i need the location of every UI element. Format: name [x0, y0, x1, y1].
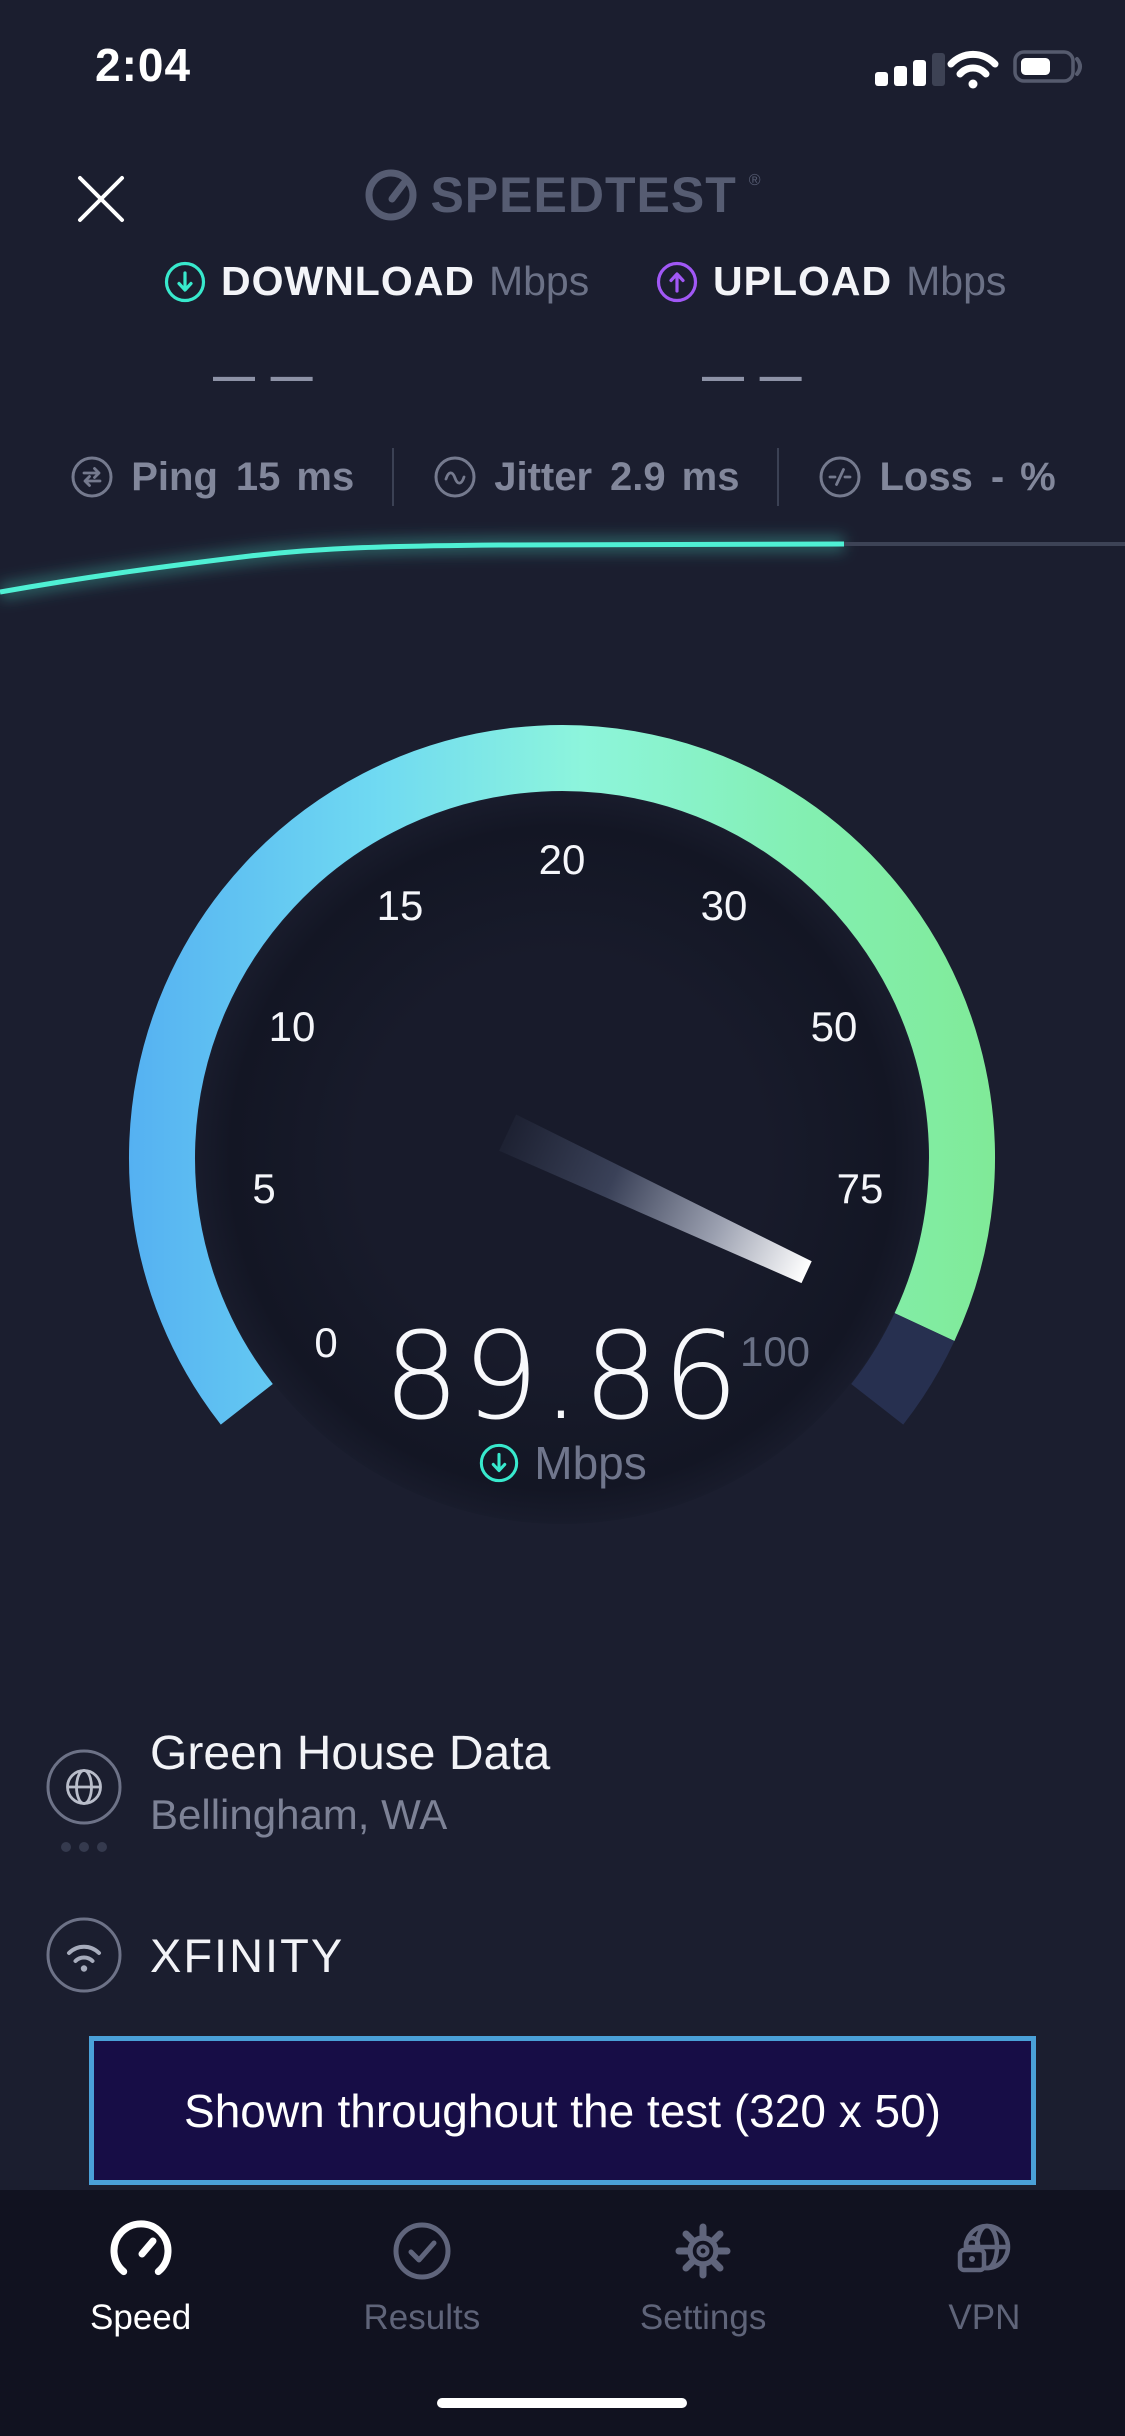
ping-icon: [71, 456, 113, 498]
throughput-graph-line: [0, 536, 1125, 600]
gauge-needle: [499, 1114, 812, 1284]
server-name: Green House Data: [150, 1727, 551, 1780]
logo-text: SPEEDTEST: [430, 167, 737, 223]
gauge-arc-remainder: [850, 1312, 955, 1425]
tab-label: VPN: [948, 2298, 1021, 2337]
stats-divider: [777, 448, 780, 506]
stats-divider: [392, 448, 395, 506]
server-connector-dot: [61, 1842, 71, 1852]
status-time: 2:04: [95, 39, 192, 91]
gauge-tick-15: 15: [376, 882, 424, 929]
wifi-icon: [947, 50, 999, 89]
results-check-icon: [393, 2222, 451, 2280]
vpn-globe-lock-icon: [958, 2223, 1011, 2273]
loss-icon: [819, 456, 861, 498]
download-value-placeholder: — —: [213, 352, 315, 399]
gauge-tick-75: 75: [836, 1165, 884, 1212]
speedtest-logo-icon: [365, 169, 417, 221]
gauge-tick-10: 10: [268, 1003, 316, 1050]
jitter-label: Jitter: [494, 454, 593, 499]
current-speed-unit: Mbps: [534, 1437, 647, 1489]
server-location: Bellingham, WA: [150, 1791, 448, 1838]
jitter-unit: ms: [681, 454, 740, 499]
ping-label: Ping: [131, 454, 218, 499]
home-indicator: [437, 2398, 687, 2408]
download-unit: Mbps: [488, 258, 590, 304]
tab-label: Settings: [639, 2298, 767, 2337]
speedometer-icon: [110, 2220, 172, 2276]
speed-gauge: [128, 725, 995, 1524]
jitter-value: 2.9: [610, 454, 666, 499]
loss-stat: Loss -%: [817, 454, 1056, 500]
isp-name: XFINITY: [150, 1929, 345, 1982]
download-icon: [164, 261, 206, 302]
loss-label: Loss: [879, 454, 973, 499]
loss-value: -: [990, 454, 1005, 499]
battery-icon: [1013, 50, 1082, 83]
download-icon: [480, 1443, 519, 1483]
download-label: DOWNLOAD: [221, 258, 475, 304]
ad-banner-text: Shown throughout the test (320 x 50): [184, 2084, 941, 2137]
ping-unit: ms: [296, 454, 355, 499]
gear-icon: [675, 2223, 731, 2279]
current-speed-unit-row: Mbps: [0, 1436, 1125, 1490]
download-header: DOWNLOAD Mbps: [163, 258, 589, 305]
tab-label: Results: [363, 2298, 481, 2337]
stats-row: Ping 15 ms Jitter 2.9 ms Loss -%: [0, 448, 1125, 506]
current-speed-value: 89.86: [383, 1308, 742, 1447]
isp-wifi-icon: [46, 1917, 122, 1993]
tab-label: Speed: [90, 2298, 192, 2337]
ad-banner[interactable]: Shown throughout the test (320 x 50): [89, 2036, 1036, 2185]
upload-header: UPLOAD Mbps: [655, 258, 1006, 305]
cellular-signal-icon: [875, 53, 945, 86]
tab-speed[interactable]: Speed: [0, 2190, 281, 2436]
status-icons: [875, 50, 1082, 89]
gauge-tick-100: 100: [739, 1328, 811, 1375]
gauge-arc-filled: [128, 725, 995, 1425]
server-globe-icon: [46, 1749, 122, 1825]
jitter-icon: [434, 456, 476, 498]
gauge-tick-50: 50: [810, 1003, 858, 1050]
ping-stat: Ping 15 ms: [69, 454, 354, 500]
upload-unit: Mbps: [906, 258, 1007, 304]
upload-icon: [656, 261, 698, 302]
jitter-stat: Jitter 2.9 ms: [432, 454, 739, 500]
close-icon: [78, 176, 124, 222]
upload-value-placeholder: — —: [702, 352, 804, 399]
close-button[interactable]: [72, 170, 130, 228]
speedtest-logo: SPEEDTEST ®: [0, 166, 1125, 224]
logo-trademark: ®: [748, 172, 761, 189]
server-connector-dot: [97, 1842, 107, 1852]
gauge-tick-5: 5: [252, 1165, 276, 1212]
upload-label: UPLOAD: [713, 258, 893, 304]
server-connector-dot: [79, 1842, 89, 1852]
tab-results[interactable]: Results: [281, 2190, 562, 2436]
gauge-tick-0: 0: [314, 1319, 338, 1366]
tab-settings[interactable]: Settings: [563, 2190, 844, 2436]
loss-unit: %: [1020, 454, 1056, 499]
tab-bar: Speed Results Settings: [0, 2190, 1125, 2436]
ping-value: 15: [235, 454, 281, 499]
gauge-tick-20: 20: [538, 836, 586, 883]
tab-vpn[interactable]: VPN: [844, 2190, 1125, 2436]
gauge-tick-30: 30: [700, 882, 748, 929]
